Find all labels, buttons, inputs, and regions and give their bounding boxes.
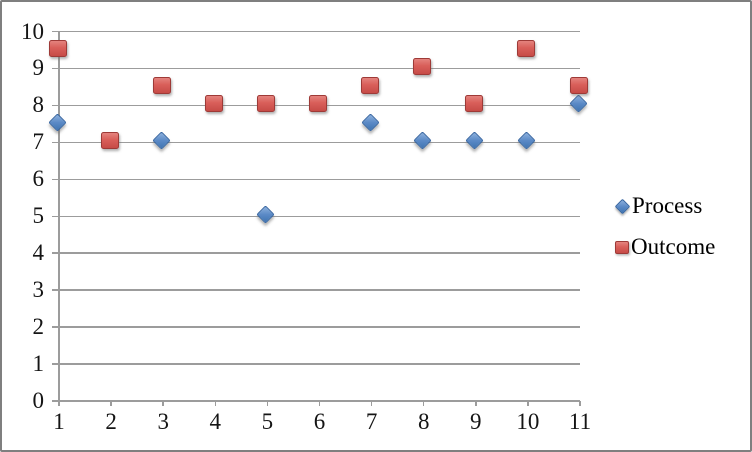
y-axis-label-2: 2 [32,314,45,340]
x-axis-tick-1 [58,401,60,406]
process-marker-x7 [360,113,380,132]
x-axis-tick-10 [527,401,529,406]
x-axis-label-6: 6 [313,409,326,434]
y-axis-label-6: 6 [32,166,45,192]
x-axis-label-8: 8 [417,409,430,434]
legend-item-process[interactable]: Process [614,191,715,221]
process-marker-x9 [465,131,484,151]
x-axis-label-1: 1 [53,409,65,434]
x-axis-label-11: 11 [568,409,592,434]
x-axis-tick-4 [214,401,217,406]
gridline-y-10 [52,30,580,33]
y-axis-label-8: 8 [32,92,45,118]
gridline-y-0 [52,400,580,402]
gridline-y-9 [52,67,580,70]
legend-label-process: Process [632,193,703,218]
y-axis-label-4: 4 [32,240,45,266]
legend: Process Outcome [614,191,715,273]
y-axis-label-9: 9 [32,55,45,81]
outcome-marker-x8 [413,58,432,76]
process-marker-x1 [48,113,67,132]
x-axis-label-10: 10 [516,409,540,434]
gridline-y-5 [52,215,580,217]
outcome-marker-x6 [309,95,327,113]
x-axis-label-9: 9 [470,409,482,434]
outcome-marker-x11 [569,76,588,94]
process-marker-x11 [569,94,588,114]
x-axis-label-2: 2 [105,409,117,434]
x-axis-tick-11 [579,401,581,406]
outcome-marker-x5 [256,95,275,113]
outcome-marker-x2 [100,132,119,150]
outcome-marker-x10 [517,39,536,57]
y-axis-label-7: 7 [32,129,45,155]
y-axis-label-10: 10 [21,18,44,44]
legend-item-outcome[interactable]: Outcome [615,232,715,262]
gridline-y-1 [52,363,580,365]
gridline-y-4 [52,252,580,254]
process-diamond-icon [614,198,631,214]
outcome-square-icon [615,240,629,254]
x-axis-label-3: 3 [157,409,169,434]
y-axis-label-0: 0 [32,388,45,413]
y-axis-label-3: 3 [32,277,45,303]
x-axis-tick-3 [162,401,164,406]
gridline-y-2 [52,326,580,328]
y-axis-label-5: 5 [32,203,45,229]
x-axis-label-5: 5 [261,409,274,434]
x-axis-tick-2 [110,401,112,406]
outcome-marker-x7 [361,76,380,94]
process-marker-x5 [256,205,276,224]
gridline-y-7 [52,141,580,144]
x-axis-label-4: 4 [209,409,222,434]
outcome-marker-x4 [204,95,223,113]
outcome-marker-x3 [152,76,171,94]
process-marker-x10 [517,131,536,151]
process-marker-x3 [152,131,171,151]
gridline-y-6 [52,178,580,181]
outcome-marker-x1 [48,39,67,57]
process-marker-x8 [412,131,432,151]
x-axis-tick-5 [266,401,269,406]
x-axis-tick-7 [370,401,373,406]
x-axis-tick-9 [475,401,477,406]
outcome-marker-x9 [465,95,484,113]
legend-label-outcome: Outcome [631,234,716,259]
y-axis-line [58,31,60,401]
x-axis-tick-6 [318,401,321,406]
x-axis-tick-8 [422,401,425,406]
gridline-y-3 [52,289,580,291]
x-axis-label-7: 7 [365,409,378,434]
y-axis-label-1: 1 [32,351,45,377]
